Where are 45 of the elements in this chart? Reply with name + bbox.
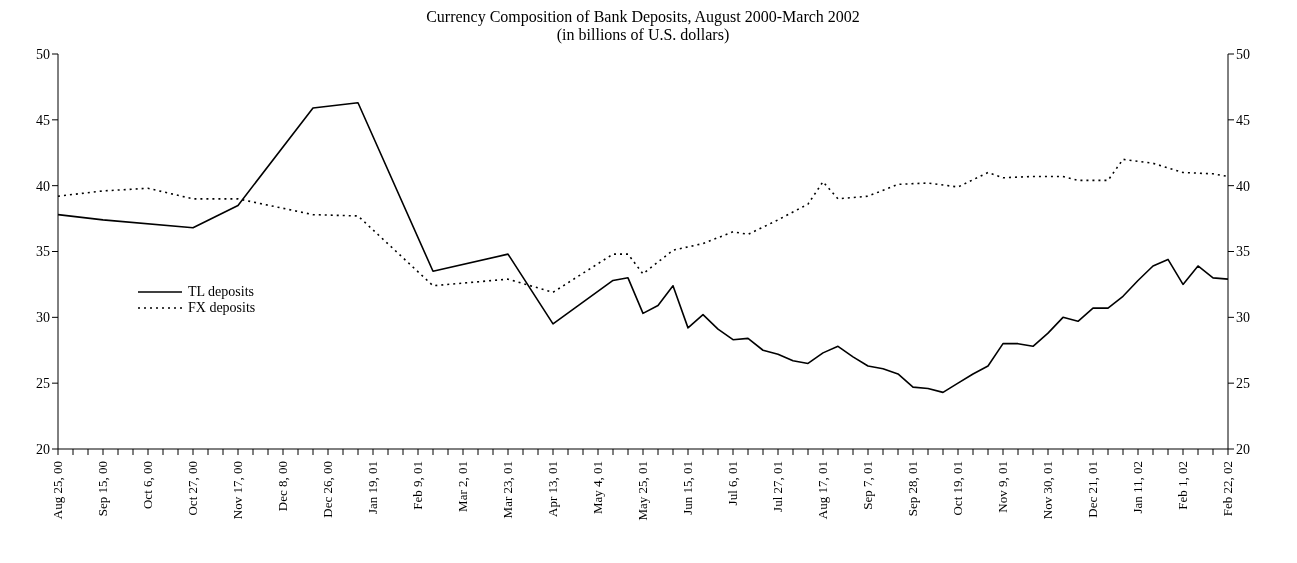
x-tick-label: Oct 27, 00 [185, 461, 201, 516]
y2-tick-label: 20 [1236, 441, 1250, 457]
x-tick-label: Sep 7, 01 [860, 461, 876, 510]
x-tick-label: Jan 19, 01 [365, 461, 381, 515]
x-tick-label: Dec 26, 00 [320, 461, 336, 518]
x-tick-label: Nov 9, 01 [995, 461, 1011, 513]
y2-tick-label: 35 [1236, 244, 1250, 260]
x-tick-label: Sep 28, 01 [905, 461, 921, 517]
y2-tick-label: 25 [1236, 376, 1250, 392]
x-tick-label: Aug 25, 00 [50, 461, 66, 520]
x-tick-label: Aug 17, 01 [815, 461, 831, 520]
x-tick-label: Feb 1, 02 [1175, 461, 1191, 510]
x-tick-label: Oct 6, 00 [140, 461, 156, 510]
y2-tick-label: 40 [1236, 178, 1250, 194]
x-tick-label: Nov 17, 00 [230, 461, 246, 520]
y-tick-label: 35 [36, 244, 50, 260]
x-tick-label: Mar 23, 01 [500, 461, 516, 519]
y2-tick-label: 30 [1236, 310, 1250, 326]
x-tick-label: Sep 15, 00 [95, 461, 111, 517]
x-tick-label: Jul 27, 01 [770, 461, 786, 512]
x-tick-label: Jul 6, 01 [725, 461, 741, 506]
y-tick-label: 25 [36, 376, 50, 392]
x-tick-label: Dec 21, 01 [1085, 461, 1101, 518]
x-tick-label: Jun 15, 01 [680, 461, 696, 515]
x-tick-label: Oct 19, 01 [950, 461, 966, 516]
x-tick-label: Jan 11, 02 [1130, 461, 1146, 514]
chart-title: Currency Composition of Bank Deposits, August 2000-March 2002 [425, 8, 861, 26]
x-tick-label: Feb 22, 02 [1220, 461, 1236, 517]
x-tick-label: Feb 9, 01 [410, 461, 426, 510]
x-tick-label: May 4, 01 [590, 461, 606, 515]
y-tick-label: 45 [36, 112, 50, 128]
legend-label: FX deposits [188, 300, 256, 316]
y-tick-label: 40 [36, 178, 50, 194]
y-tick-label: 20 [36, 441, 50, 457]
x-tick-label: Dec 8, 00 [275, 461, 291, 512]
x-tick-label: May 25, 01 [635, 461, 651, 521]
y2-tick-label: 45 [1236, 112, 1250, 128]
x-tick-label: Apr 13, 01 [545, 461, 561, 517]
y-tick-label: 50 [36, 46, 50, 62]
y-tick-label: 30 [36, 310, 50, 326]
x-tick-label: Nov 30, 01 [1040, 461, 1056, 520]
chart-subtitle: (in billions of U.S. dollars) [555, 26, 731, 44]
legend-label: TL deposits [188, 284, 254, 300]
y2-tick-label: 50 [1236, 46, 1250, 62]
x-tick-label: Mar 2, 01 [455, 461, 471, 512]
